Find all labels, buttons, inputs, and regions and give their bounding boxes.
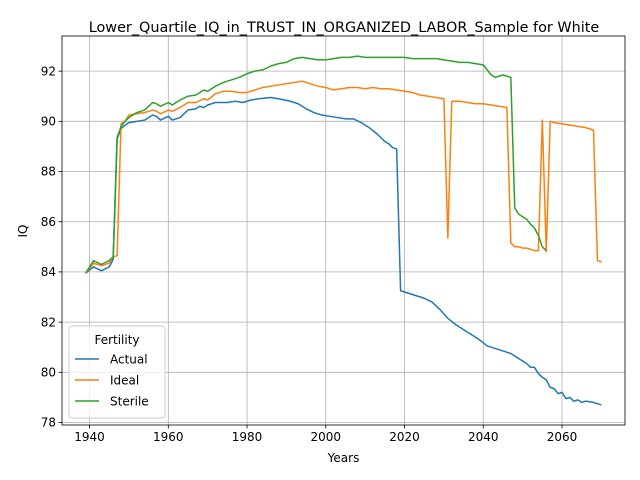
legend-label-actual: Actual	[110, 352, 148, 366]
x-tick-label: 2060	[547, 430, 578, 444]
plot-frame	[61, 35, 626, 426]
legend-label-sterile: Sterile	[110, 394, 149, 408]
legend-label-ideal: Ideal	[110, 373, 139, 387]
legend-box	[68, 325, 166, 419]
legend-title: Fertility	[94, 333, 139, 347]
series-lines	[84, 55, 602, 406]
x-tick-label: 2040	[468, 430, 499, 444]
y-tick-label: 78	[41, 416, 56, 430]
x-tick-label: 2020	[389, 430, 420, 444]
series-line-actual	[85, 96, 602, 406]
legend-items: Actual Ideal Sterile	[75, 352, 149, 408]
x-tick-label: 1960	[153, 430, 184, 444]
x-tick-label: 1980	[232, 430, 263, 444]
y-tick-label: 92	[41, 64, 56, 78]
x-tick-label: 2000	[311, 430, 342, 444]
y-tick-label: 90	[41, 115, 56, 129]
grid	[62, 36, 625, 425]
series-line-ideal	[85, 80, 602, 274]
y-tick-label: 88	[41, 165, 56, 179]
y-tick-label: 84	[41, 265, 56, 279]
x-tick-label: 1940	[74, 430, 105, 444]
legend: Fertility Actual Ideal Sterile	[68, 325, 166, 419]
y-tick-label: 82	[41, 315, 56, 329]
axis-ticks: 1940 1960 1980 2000 2020 2040 2060 78 80 82 84 86 88…	[41, 64, 578, 444]
y-tick-label: 80	[41, 366, 56, 380]
chart-title: Lower_Quartile_IQ_in_TRUST_IN_ORGANIZED_…	[89, 20, 600, 36]
series-line-sterile	[84, 55, 547, 274]
y-axis-label: IQ	[16, 225, 30, 238]
y-tick-label: 86	[41, 215, 56, 229]
x-axis-label: Years	[327, 451, 360, 465]
